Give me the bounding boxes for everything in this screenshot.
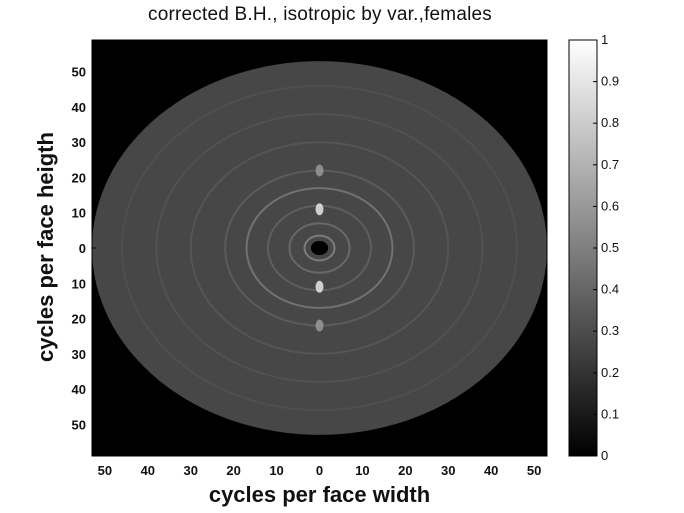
y-tick-label-1: 40 [72, 100, 86, 115]
x-tick-label-9: 40 [484, 463, 498, 478]
x-tick-label-2: 30 [183, 463, 197, 478]
y-axis-ticks: 50 40 30 20 10 0 10 20 30 40 50 [72, 65, 96, 432]
heatmap-ring-2 [303, 234, 336, 262]
heatmap-ring-7 [189, 141, 450, 355]
colorbar-tick-label-2: 0.2 [601, 365, 619, 380]
x-tick-label-7: 20 [398, 463, 412, 478]
x-tick-label-3: 20 [226, 463, 240, 478]
colorbar-tick-label-5: 0.5 [601, 240, 619, 255]
x-tick-label-4: 10 [269, 463, 283, 478]
y-tick-label-10: 50 [72, 417, 86, 432]
chart-title: corrected B.H., isotropic by var.,female… [148, 4, 492, 25]
y-tick-label-4: 10 [72, 206, 86, 221]
colorbar [568, 39, 598, 457]
heatmap-spot-13 [315, 319, 324, 332]
x-tick-label-0: 50 [98, 463, 112, 478]
y-tick-label-5: 0 [79, 241, 86, 256]
colorbar-tick-label-1: 0.1 [601, 406, 619, 421]
y-tick-label-7: 20 [72, 312, 86, 327]
colorbar-tick-label-10: 1 [601, 32, 608, 47]
x-tick-label-5: 0 [316, 463, 323, 478]
heatmap-ring-9 [121, 84, 518, 412]
colorbar-tick-label-7: 0.7 [601, 157, 619, 172]
y-axis-label-text: cycles per face heigth [33, 132, 58, 362]
y-tick-label-8: 30 [72, 347, 86, 362]
heatmap-spot-12 [315, 164, 324, 177]
x-axis-ticks: 50 40 30 20 10 0 10 20 30 40 50 [98, 452, 541, 478]
y-tick-label-6: 10 [72, 276, 86, 291]
heatmap-spot-10 [315, 203, 324, 216]
plot-frame [91, 39, 548, 457]
heatmap-ring-3 [288, 222, 351, 274]
y-tick-label-0: 50 [72, 65, 86, 80]
heatmap-ring-5 [245, 187, 394, 309]
heatmap-ring-8 [155, 113, 484, 383]
x-axis-label: cycles per face width [208, 482, 431, 507]
y-tick-label-3: 20 [72, 170, 86, 185]
colorbar-tick-label-9: 0.9 [601, 74, 619, 89]
heatmap-layer [92, 61, 547, 435]
y-tick-label-2: 30 [72, 135, 86, 150]
heatmap-center-hole-top [310, 240, 329, 256]
y-tick-label-9: 40 [72, 382, 86, 397]
colorbar-tick-label-4: 0.4 [601, 282, 619, 297]
x-tick-label-6: 10 [355, 463, 369, 478]
colorbar-tick-label-6: 0.6 [601, 198, 619, 213]
colorbar-tick-label-0: 0 [601, 448, 608, 463]
colorbar-ticks: 0 0.1 0.2 0.3 0.4 0.5 0.6 0.7 0.8 0.9 1 [593, 32, 619, 463]
heatmap-spot-11 [315, 280, 324, 293]
colorbar-tick-label-3: 0.3 [601, 323, 619, 338]
colorbar-tick-label-8: 0.8 [601, 115, 619, 130]
x-tick-label-8: 30 [441, 463, 455, 478]
x-tick-label-1: 40 [141, 463, 155, 478]
x-tick-label-10: 50 [527, 463, 541, 478]
